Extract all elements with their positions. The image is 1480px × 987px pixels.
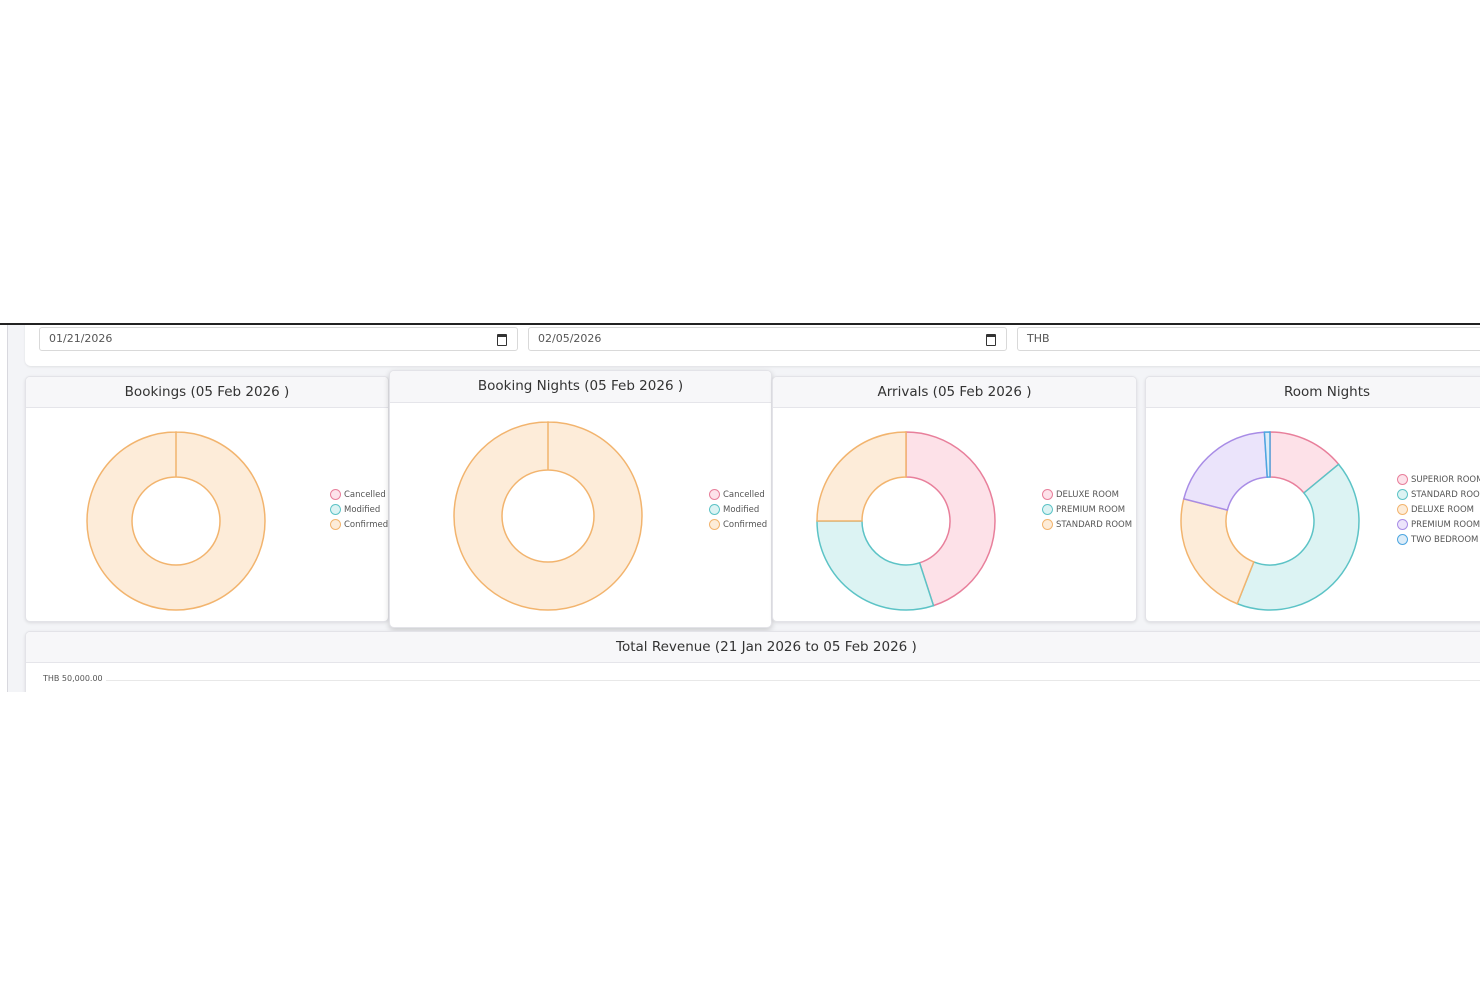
- legend-item-cancelled[interactable]: Cancelled: [709, 487, 767, 502]
- legend-label: DELUXE ROOM: [1056, 489, 1119, 500]
- legend-swatch: [1397, 519, 1408, 530]
- legend-label: STANDARD ROOM: [1056, 519, 1133, 530]
- legend-item-superior-room[interactable]: SUPERIOR ROOM: [1397, 472, 1480, 487]
- bookings-legend: Cancelled Modified Confirmed: [330, 487, 388, 532]
- room-nights-card: Room Nights SUPERIOR ROOM STANDARD ROOM …: [1145, 376, 1480, 622]
- y-tick-label: THB 50,000.00: [43, 674, 103, 683]
- legend-swatch: [1397, 489, 1408, 500]
- bookings-donut[interactable]: [26, 408, 389, 622]
- total-revenue-card: Total Revenue (21 Jan 2026 to 05 Feb 202…: [25, 631, 1480, 692]
- legend-label: PREMIUM ROOM: [1411, 519, 1480, 530]
- gridline: [106, 680, 1480, 681]
- legend-label: Cancelled: [723, 489, 765, 500]
- legend-label: Modified: [723, 504, 760, 515]
- currency-select[interactable]: THB ▾: [1017, 327, 1480, 351]
- donut-slice-deluxe-room[interactable]: [905, 431, 996, 607]
- legend-label: Modified: [344, 504, 381, 515]
- bookings-card: Bookings (05 Feb 2026 ) Cancelled Modifi…: [25, 376, 389, 622]
- legend-item-premium-room[interactable]: PREMIUM ROOM: [1397, 517, 1480, 532]
- legend-label: Confirmed: [344, 519, 389, 530]
- donut-slice-premium-room[interactable]: [816, 520, 935, 611]
- legend-item-premium-room[interactable]: PREMIUM ROOM: [1042, 502, 1132, 517]
- legend-label: Cancelled: [344, 489, 386, 500]
- legend-label: STANDARD ROOM: [1411, 489, 1480, 500]
- start-date-input[interactable]: 01/21/2026: [39, 327, 518, 351]
- calendar-icon[interactable]: [986, 334, 996, 346]
- legend-label: SUPERIOR ROOM: [1411, 474, 1480, 485]
- legend-item-confirmed[interactable]: Confirmed: [709, 517, 767, 532]
- legend-item-confirmed[interactable]: Confirmed: [330, 517, 388, 532]
- room-nights-donut[interactable]: [1146, 408, 1396, 622]
- legend-item-two-bedroom[interactable]: TWO BEDROOM S: [1397, 532, 1480, 547]
- legend-swatch: [1397, 474, 1408, 485]
- legend-item-cancelled[interactable]: Cancelled: [330, 487, 388, 502]
- legend-item-deluxe-room[interactable]: DELUXE ROOM: [1042, 487, 1132, 502]
- legend-swatch: [330, 504, 341, 515]
- legend-label: PREMIUM ROOM: [1056, 504, 1126, 515]
- dashboard-strip: 01/21/2026 02/05/2026 THB ▾ Bookings (05…: [0, 323, 1480, 692]
- bookings-title: Bookings (05 Feb 2026 ): [26, 377, 388, 408]
- arrivals-title: Arrivals (05 Feb 2026 ): [773, 377, 1136, 408]
- donut-slice-confirmed[interactable]: [453, 421, 643, 611]
- legend-label: Confirmed: [723, 519, 768, 530]
- legend-item-modified[interactable]: Modified: [330, 502, 388, 517]
- donut-slice-standard-room[interactable]: [1236, 463, 1360, 611]
- legend-swatch: [709, 519, 720, 530]
- filter-bar: 01/21/2026 02/05/2026 THB ▾: [25, 325, 1480, 366]
- donut-slice-standard-room[interactable]: [816, 431, 907, 522]
- legend-swatch: [1042, 489, 1053, 500]
- legend-swatch: [1042, 504, 1053, 515]
- booking-nights-donut[interactable]: [390, 403, 772, 628]
- room-nights-legend: SUPERIOR ROOM STANDARD ROOM DELUXE ROOM …: [1397, 472, 1480, 547]
- legend-swatch: [1397, 504, 1408, 515]
- room-nights-title: Room Nights: [1146, 377, 1480, 408]
- arrivals-legend: DELUXE ROOM PREMIUM ROOM STANDARD ROOM: [1042, 487, 1132, 532]
- donut-slice-two-bedroom-s[interactable]: [1263, 431, 1271, 478]
- donut-slice-premium-room[interactable]: [1182, 431, 1269, 511]
- legend-swatch: [1042, 519, 1053, 530]
- legend-swatch: [330, 519, 341, 530]
- end-date-input[interactable]: 02/05/2026: [528, 327, 1007, 351]
- legend-swatch: [330, 489, 341, 500]
- currency-value: THB: [1027, 332, 1050, 345]
- booking-nights-card: Booking Nights (05 Feb 2026 ) Cancelled …: [389, 370, 772, 628]
- booking-nights-title: Booking Nights (05 Feb 2026 ): [390, 371, 771, 403]
- legend-item-standard-room[interactable]: STANDARD ROOM: [1397, 487, 1480, 502]
- calendar-icon[interactable]: [497, 334, 507, 346]
- start-date-value: 01/21/2026: [49, 332, 113, 345]
- total-revenue-title: Total Revenue (21 Jan 2026 to 05 Feb 202…: [26, 632, 1480, 663]
- booking-nights-legend: Cancelled Modified Confirmed: [709, 487, 767, 532]
- donut-slice-confirmed[interactable]: [86, 431, 266, 611]
- end-date-value: 02/05/2026: [538, 332, 602, 345]
- legend-label: TWO BEDROOM S: [1411, 534, 1480, 545]
- arrivals-card: Arrivals (05 Feb 2026 ) DELUXE ROOM PREM…: [772, 376, 1137, 622]
- legend-item-modified[interactable]: Modified: [709, 502, 767, 517]
- legend-swatch: [709, 504, 720, 515]
- legend-swatch: [709, 489, 720, 500]
- donut-slice-deluxe-room[interactable]: [1180, 497, 1255, 605]
- legend-swatch: [1397, 534, 1408, 545]
- arrivals-donut[interactable]: [773, 408, 1137, 622]
- legend-item-standard-room[interactable]: STANDARD ROOM: [1042, 517, 1132, 532]
- legend-item-deluxe-room[interactable]: DELUXE ROOM: [1397, 502, 1480, 517]
- sidebar-edge: [0, 325, 8, 692]
- legend-label: DELUXE ROOM: [1411, 504, 1474, 515]
